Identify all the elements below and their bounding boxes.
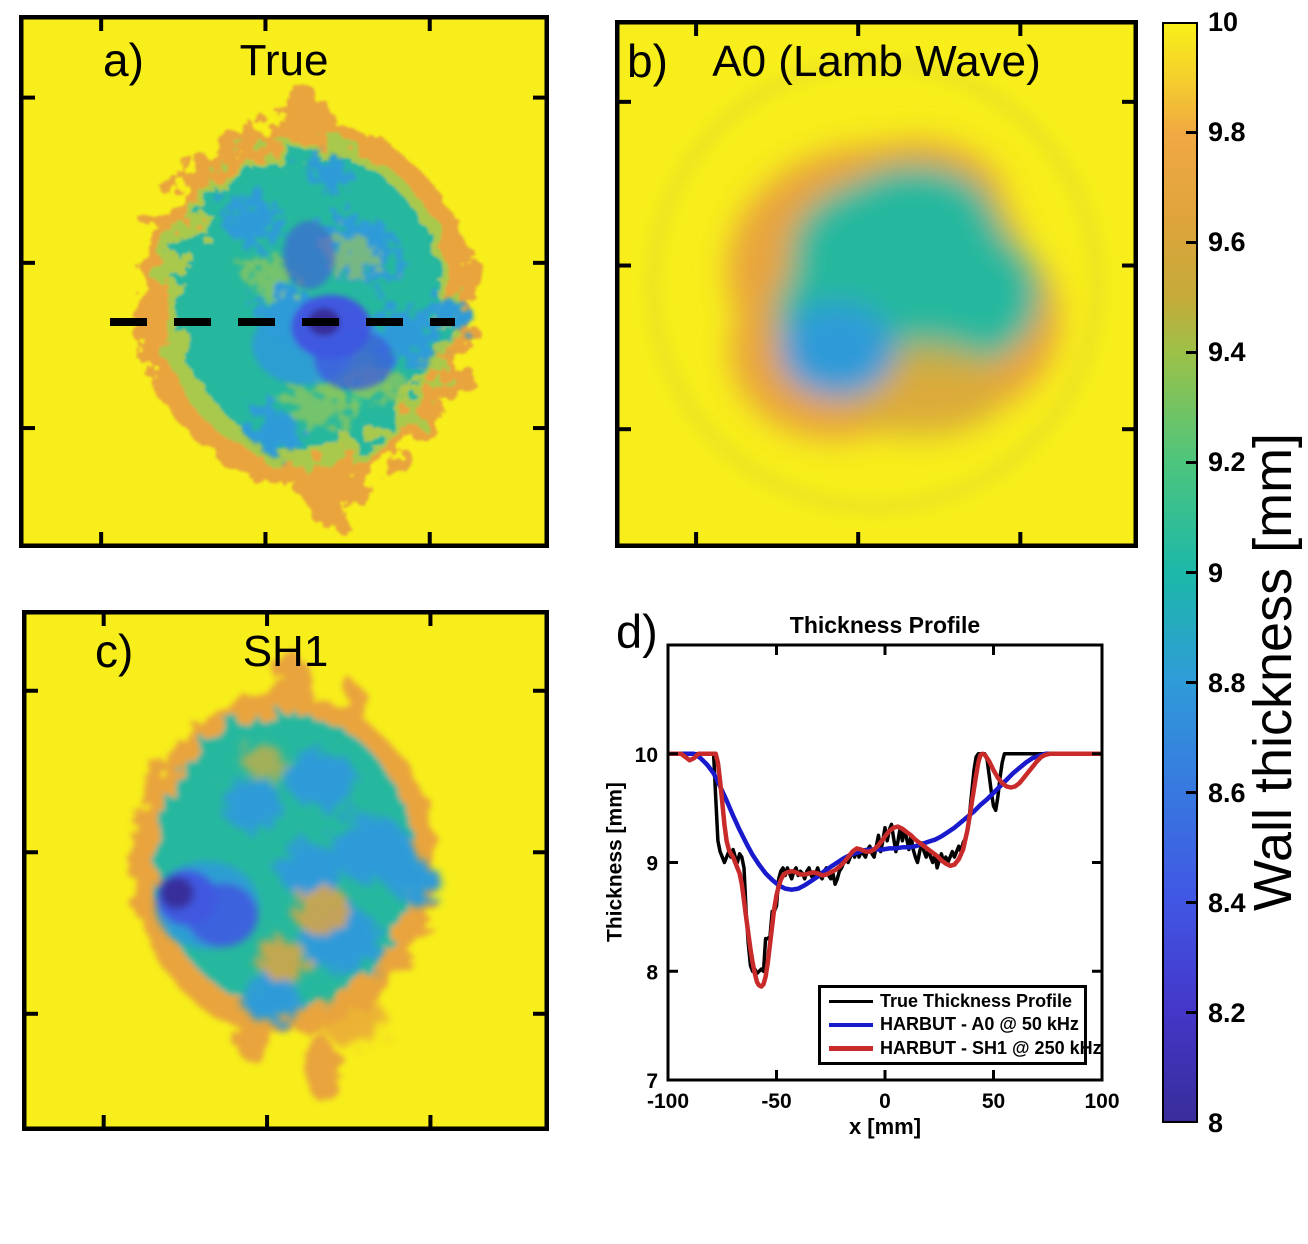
colorbar-tick-label: 9.8 [1208,117,1246,148]
colorbar-tick-mark [1186,571,1196,574]
x-tick-label: 0 [879,1090,891,1113]
panel-a-border [19,15,549,548]
x-tick-label: 100 [1084,1090,1119,1113]
legend-item-true: True Thickness Profile [829,991,1084,1012]
panel-a0-lamb: b) A0 (Lamb Wave) [615,20,1138,548]
series-line-2 [668,751,1102,989]
colorbar-tick-mark [1186,240,1196,244]
colorbar-tick-mark [1186,460,1196,464]
y-tick-label: 8 [646,961,658,984]
legend-label-a0: HARBUT - A0 @ 50 kHz [880,1014,1079,1035]
x-tick-label: -50 [761,1090,791,1113]
chart-series-lines [668,751,1102,989]
legend-line-sample-sh1 [829,1046,873,1051]
panel-tick-marks [618,23,1135,545]
colorbar-tick-mark [1186,350,1196,354]
panel-c-border [22,610,549,1131]
colorbar-tick-label: 9.2 [1208,447,1246,478]
corrosion-patch-a0 [727,140,1060,440]
colorbar-tick-label: 9.4 [1208,337,1246,368]
chart-y-axis-label: Thickness [mm] [603,782,627,943]
legend-item-a0: HARBUT - A0 @ 50 kHz [829,1014,1084,1035]
colorbar-tick-label: 8.6 [1208,777,1246,808]
panel-a-label: a) [103,34,144,86]
deepest-pit-sh1 [155,861,259,949]
panel-a-title: True [239,36,329,85]
y-tick-label: 9 [646,853,658,876]
colorbar-tick-mark [1186,130,1196,134]
colorbar-tick-mark [1186,791,1196,795]
colorbar-tick-mark [1186,901,1196,905]
legend-item-sh1: HARBUT - SH1 @ 250 kHz [829,1038,1102,1059]
heatmap-a0-image [615,20,1138,548]
colorbar-tick-label: 8.2 [1208,997,1246,1028]
heatmap-sh1-image [22,610,549,1131]
panel-c-label: c) [95,625,134,677]
colorbar-tick-mark [1186,1011,1196,1015]
panel-c-title: SH1 [242,627,329,676]
legend-label-sh1: HARBUT - SH1 @ 250 kHz [880,1037,1102,1058]
colorbar-tick-label: 8.8 [1208,667,1246,698]
colorbar-tick-label: 9.6 [1208,227,1246,258]
corrosion-patch-sh1-texture [222,744,438,1046]
legend-label-true: True Thickness Profile [880,991,1073,1012]
chart-legend: True Thickness Profile HARBUT - A0 @ 50 … [818,985,1102,1065]
panel-tick-marks [25,613,546,1128]
x-tick-label: 50 [982,1090,1005,1113]
heatmap-true-image [19,15,549,548]
panel-sh1: c) SH1 [22,610,549,1131]
chart-title: Thickness Profile [789,612,981,638]
chart-x-axis-label: x [mm] [848,1114,922,1139]
legend-line-sample-true [829,999,873,1004]
legend-line-sample-a0 [829,1022,873,1028]
series-line-0 [668,752,1102,976]
series-line-1 [668,751,1102,892]
colorbar-axis-label: Wall thickness [mm] [1243,432,1303,912]
y-tick-label: 10 [635,744,658,767]
colorbar-tick-label: 8.4 [1208,887,1246,918]
panel-b-border [615,20,1138,548]
ring-artifact [645,55,1105,515]
colorbar-tick-label: 9 [1208,557,1224,588]
colorbar-tick-label: 8 [1208,1108,1224,1138]
y-tick-label: 7 [646,1070,658,1093]
colorbar-tick-label: 10 [1208,7,1239,37]
panel-true: a) True [19,15,549,548]
panel-tick-marks [22,18,546,545]
panel-b-label: b) [627,35,668,87]
colorbar-tick-mark [1186,681,1196,685]
panel-d-label: d) [616,605,658,658]
x-tick-label: -100 [647,1090,689,1113]
panel-b-title: A0 (Lamb Wave) [712,37,1041,86]
